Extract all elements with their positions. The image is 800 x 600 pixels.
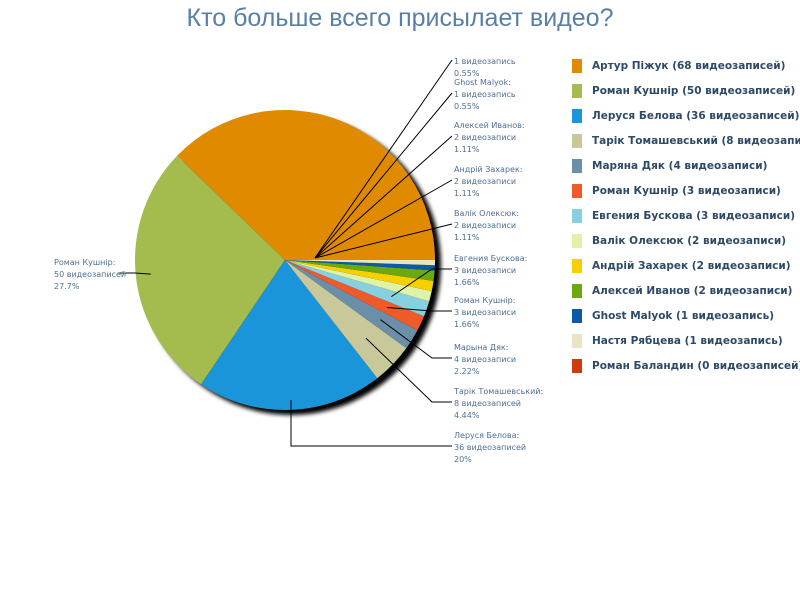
legend-swatch — [572, 58, 582, 73]
data-label: 2 видеозаписи — [454, 221, 516, 230]
legend-swatch — [572, 258, 582, 273]
pie-slice[interactable] — [285, 260, 435, 281]
legend-swatch — [572, 133, 582, 148]
legend-item[interactable]: Роман Кушнір (3 видеозаписи) — [572, 178, 800, 203]
data-label: Алексей Иванов: — [454, 121, 525, 130]
legend-label: Артур Піжук (68 видеозаписей) — [592, 59, 786, 72]
data-label: Валік Олексюк: — [454, 209, 519, 218]
data-label: Тарік Томашевський: — [453, 387, 543, 396]
data-label: 3 видеозаписи — [454, 308, 516, 317]
data-label: 0.55% — [454, 69, 480, 78]
legend-item[interactable]: Леруся Белова (36 видеозаписей) — [572, 103, 800, 128]
legend-item[interactable]: Маряна Дяк (4 видеозаписи) — [572, 153, 800, 178]
legend-swatch — [572, 283, 582, 298]
pie-slice[interactable] — [201, 260, 378, 410]
data-label: Роман Кушнір: — [454, 296, 515, 305]
legend-label: Евгения Бускова (3 видеозаписи) — [592, 209, 795, 222]
leader-line — [314, 135, 453, 259]
data-label: 1.11% — [454, 145, 480, 154]
pie-slice[interactable] — [177, 110, 435, 260]
leader-line — [314, 92, 453, 259]
legend-label: Роман Кушнір (50 видеозаписей) — [592, 84, 796, 97]
data-label: 1.66% — [454, 320, 480, 329]
leader-line — [391, 268, 452, 298]
legend-swatch — [572, 308, 582, 323]
legend-item[interactable]: Артур Піжук (68 видеозаписей) — [572, 53, 800, 78]
leader-line — [314, 223, 453, 259]
pie-slice[interactable] — [285, 260, 407, 379]
legend-swatch — [572, 358, 582, 373]
legend-label: Алексей Иванов (2 видеозаписи) — [592, 284, 793, 297]
legend-label: Валік Олексюк (2 видеозаписи) — [592, 234, 786, 247]
data-label: Леруся Белова: — [454, 431, 519, 440]
leader-line — [314, 179, 453, 259]
data-label: 36 видеозаписей — [454, 443, 526, 452]
data-label: Евгения Бускова: — [454, 254, 527, 263]
legend-item[interactable]: Валік Олексюк (2 видеозаписи) — [572, 228, 800, 253]
leader-line — [314, 59, 453, 259]
data-label: Роман Кушнір: — [54, 258, 115, 267]
leader-line — [386, 307, 452, 312]
legend-swatch — [572, 83, 582, 98]
chart-title: Кто больше всего присылает видео? — [186, 4, 614, 32]
leader-line — [290, 400, 452, 447]
legend-swatch — [572, 108, 582, 123]
pie-slice[interactable] — [285, 260, 418, 349]
data-label: 1.66% — [454, 278, 480, 287]
legend-label: Настя Рябцева (1 видеозапись) — [592, 334, 783, 347]
legend-item[interactable]: Настя Рябцева (1 видеозапись) — [572, 328, 800, 353]
data-label: 2 видеозаписи — [454, 133, 516, 142]
data-label: 1.11% — [454, 189, 480, 198]
data-label: 50 видеозаписей — [54, 270, 126, 279]
pie-slice[interactable] — [285, 260, 432, 302]
legend-item[interactable]: Евгения Бускова (3 видеозаписи) — [572, 203, 800, 228]
legend-swatch — [572, 158, 582, 173]
legend-label: Маряна Дяк (4 видеозаписи) — [592, 159, 768, 172]
data-label: 27.7% — [54, 282, 80, 291]
legend-swatch — [572, 333, 582, 348]
leader-line — [380, 319, 452, 359]
pie-slice[interactable] — [285, 260, 434, 292]
data-label: 2 видеозаписи — [454, 177, 516, 186]
legend-label: Тарік Томашевський (8 видеозаписей — [592, 134, 800, 147]
data-label: Марына Дяк: — [454, 343, 508, 352]
data-label: 20% — [454, 455, 472, 464]
data-label: 2.22% — [454, 367, 480, 376]
legend-item[interactable]: Алексей Иванов (2 видеозаписи) — [572, 278, 800, 303]
legend-swatch — [572, 183, 582, 198]
pie-slice[interactable] — [135, 155, 285, 385]
data-label: 8 видеозаписей — [454, 399, 521, 408]
leader-line — [365, 337, 452, 403]
legend-swatch — [572, 208, 582, 223]
legend-item[interactable]: Роман Баландин (0 видеозаписей) — [572, 353, 800, 378]
legend-item[interactable]: Андрій Захарек (2 видеозаписи) — [572, 253, 800, 278]
legend-label: Ghost Malyok (1 видеозапись) — [592, 309, 775, 322]
data-label: 4 видеозаписи — [454, 355, 516, 364]
pie-slice[interactable] — [285, 260, 430, 317]
pie-slice[interactable] — [285, 260, 435, 271]
leader-line — [118, 272, 151, 275]
data-label: Ghost Malyok: — [454, 78, 511, 87]
legend-swatch — [572, 233, 582, 248]
data-label: 1 видеозапись — [454, 57, 516, 66]
data-label: 0.55% — [454, 102, 480, 111]
legend-label: Роман Баландин (0 видеозаписей) — [592, 359, 800, 372]
legend-label: Леруся Белова (36 видеозаписей) — [592, 109, 800, 122]
legend-item[interactable]: Роман Кушнір (50 видеозаписей) — [572, 78, 800, 103]
legend-label: Роман Кушнір (3 видеозаписи) — [592, 184, 781, 197]
pie-slice[interactable] — [285, 260, 425, 331]
data-label: 3 видеозаписи — [454, 266, 516, 275]
data-label: Андрій Захарек: — [454, 165, 522, 174]
legend-item[interactable]: Тарік Томашевський (8 видеозаписей — [572, 128, 800, 153]
legend: Артур Піжук (68 видеозаписей) Роман Кушні… — [572, 53, 800, 378]
data-label: 1 видеозапись — [454, 90, 516, 99]
legend-item[interactable]: Ghost Malyok (1 видеозапись) — [572, 303, 800, 328]
legend-label: Андрій Захарек (2 видеозаписи) — [592, 259, 791, 272]
pie-slice[interactable] — [285, 260, 435, 266]
data-label: 1.11% — [454, 233, 480, 242]
data-label: 4.44% — [454, 411, 480, 420]
